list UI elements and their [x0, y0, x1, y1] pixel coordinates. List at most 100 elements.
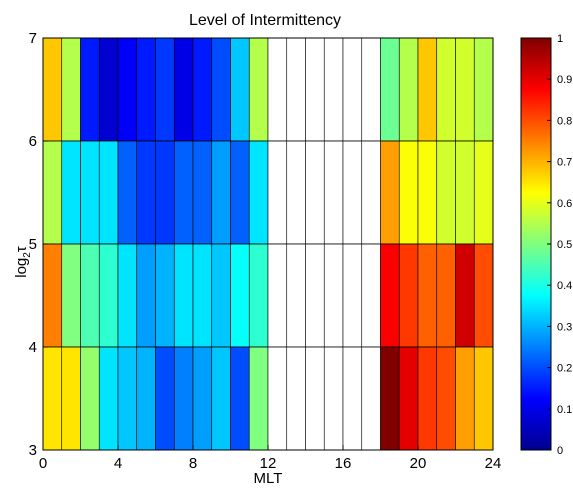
heatmap-cell [117, 346, 138, 451]
colorbar-tick-label: 0.2 [557, 363, 572, 375]
heatmap-cell [248, 346, 269, 451]
heatmap-cell [192, 346, 213, 451]
heatmap-cell [117, 140, 138, 245]
heatmap-cell [455, 243, 475, 348]
heatmap-cell [455, 37, 475, 142]
x-tick-label: 16 [335, 455, 352, 472]
heatmap-cell [361, 243, 381, 348]
heatmap-cell [380, 37, 400, 142]
heatmap-cell [473, 37, 494, 142]
heatmap-cell [267, 140, 288, 245]
heatmap-cell [192, 140, 213, 245]
heatmap-cell [155, 243, 175, 348]
x-axis-label: MLT [254, 470, 283, 487]
heatmap-cell [436, 243, 456, 348]
heatmap-cell [436, 140, 456, 245]
colorbar [520, 37, 552, 451]
heatmap-cell [98, 243, 119, 348]
colorbar-tick-label: 0.1 [557, 404, 572, 416]
heatmap-cell [42, 37, 63, 142]
heatmap-cell [305, 346, 325, 451]
heatmap-cell [305, 140, 325, 245]
heatmap-cell [380, 346, 400, 451]
heatmap-cell [323, 37, 344, 142]
y-tick-label: 3 [29, 442, 37, 459]
heatmap-cell [80, 243, 100, 348]
colorbar-tick-label: 1 [557, 33, 563, 45]
heatmap-cell [417, 243, 438, 348]
heatmap-cell [155, 346, 175, 451]
heatmap-cell [286, 346, 306, 451]
y-axis-label-main: log [13, 258, 30, 278]
heatmap-cell [61, 37, 81, 142]
heatmap-cell [417, 346, 438, 451]
x-tick-label: 12 [260, 455, 277, 472]
heatmap-cell [173, 37, 194, 142]
heatmap-cell [61, 243, 81, 348]
heatmap-cell [473, 346, 494, 451]
heatmap-cell [230, 346, 250, 451]
y-axis-label-subscript: 2 [22, 252, 33, 258]
x-tick-label: 20 [410, 455, 427, 472]
heatmap-cell [286, 140, 306, 245]
heatmap-cell [80, 140, 100, 245]
heatmap-cell [230, 243, 250, 348]
colorbar-tick-label: 0.5 [557, 239, 572, 251]
heatmap-cell [267, 346, 288, 451]
heatmap-cell [192, 37, 213, 142]
heatmap-cell [42, 346, 63, 451]
colorbar-tick-label: 0 [557, 445, 563, 457]
heatmap-cell [398, 346, 419, 451]
heatmap-cell [380, 243, 400, 348]
heatmap-cell [305, 37, 325, 142]
heatmap-cell [473, 243, 494, 348]
y-axis-label: log2τ [13, 246, 33, 278]
heatmap-cell [192, 243, 213, 348]
heatmap-cell [455, 140, 475, 245]
heatmap-cell [286, 37, 306, 142]
heatmap-cell [455, 346, 475, 451]
x-tick-label: 24 [485, 455, 502, 472]
heatmap-cell [417, 37, 438, 142]
heatmap-cell [173, 243, 194, 348]
heatmap-cell [80, 37, 100, 142]
heatmap-cell [248, 140, 269, 245]
x-tick-label: 8 [189, 455, 197, 472]
heatmap-cell [398, 243, 419, 348]
colorbar-tick-label: 0.4 [557, 280, 572, 292]
heatmap-cell [267, 243, 288, 348]
heatmap-cell [342, 37, 363, 142]
heatmap-cell [61, 140, 81, 245]
heatmap-cell [323, 243, 344, 348]
heatmap-cell [398, 140, 419, 245]
colorbar-tick-label: 0.6 [557, 198, 572, 210]
heatmap-cell [155, 140, 175, 245]
heatmap-cell [98, 140, 119, 245]
heatmap-cell [98, 346, 119, 451]
y-axis-label-symbol: τ [13, 246, 30, 252]
heatmap-cell [211, 346, 231, 451]
colorbar-tick-label: 0.8 [557, 115, 572, 127]
heatmap-cell [80, 346, 100, 451]
y-tick-label: 7 [29, 30, 37, 47]
heatmap-cell [361, 346, 381, 451]
heatmap-cell [398, 37, 419, 142]
x-axis: 0 4 8 12 16 20 24 [39, 445, 502, 472]
heatmap-cell [305, 243, 325, 348]
heatmap-cell [342, 243, 363, 348]
heatmap-cell [323, 346, 344, 451]
x-tick-label: 0 [39, 455, 47, 472]
heatmap-cell [136, 243, 156, 348]
heatmap-cell [117, 37, 138, 142]
y-tick-label: 6 [29, 133, 37, 150]
heatmap-cell [267, 37, 288, 142]
colorbar-tick-label: 0.3 [557, 321, 572, 333]
heatmap-cell [211, 140, 231, 245]
heatmap-cell [136, 37, 156, 142]
heatmap-cell [98, 37, 119, 142]
heatmap-cell [361, 37, 381, 142]
heatmap-cell [286, 243, 306, 348]
x-tick-label: 4 [114, 455, 122, 472]
colorbar-tick-label: 0.7 [557, 157, 572, 169]
